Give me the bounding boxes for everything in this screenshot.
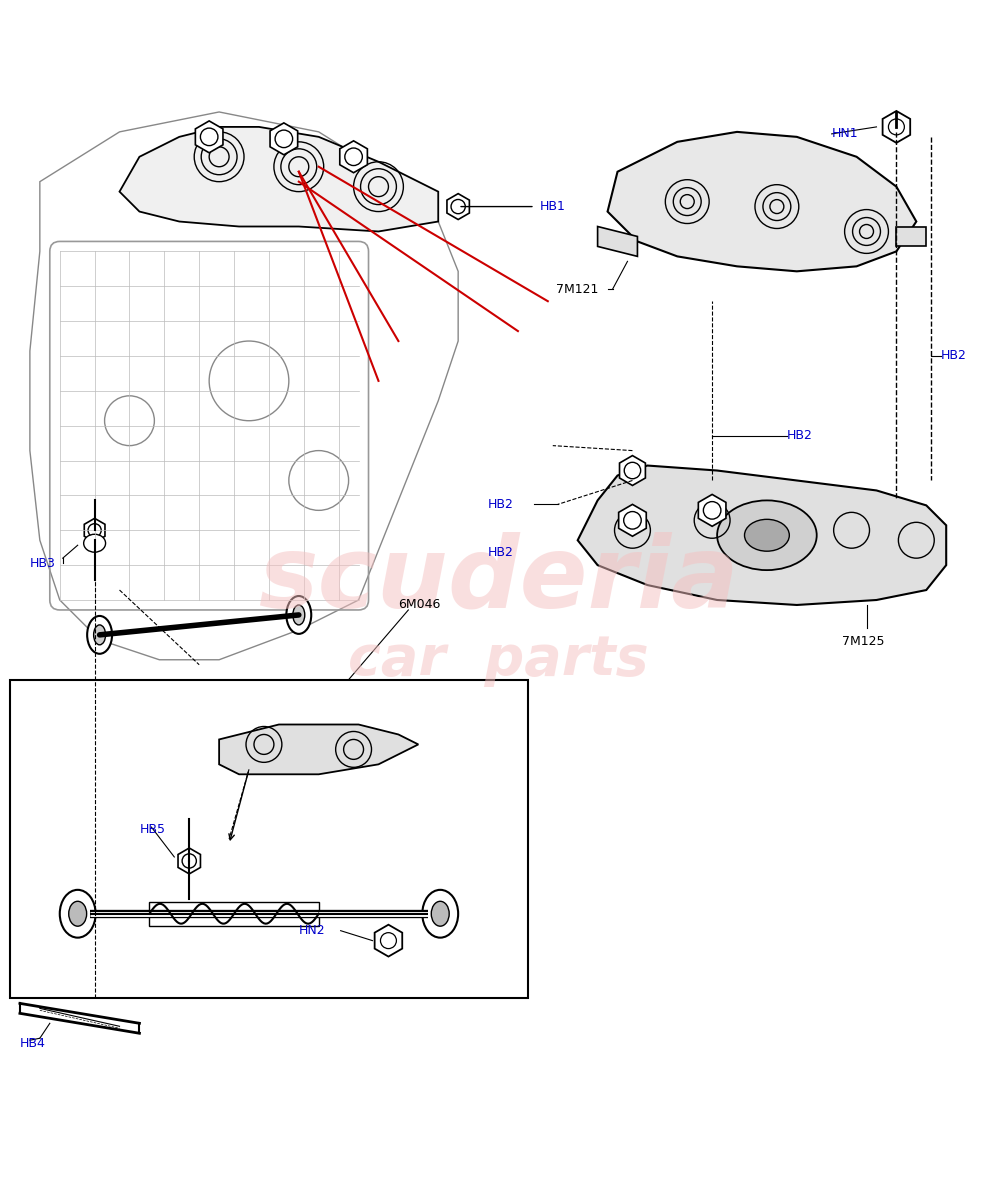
Polygon shape <box>620 456 645 486</box>
Text: HB3: HB3 <box>30 557 56 570</box>
Polygon shape <box>896 227 926 246</box>
Text: 7M121: 7M121 <box>556 283 599 295</box>
Circle shape <box>703 502 721 520</box>
Ellipse shape <box>94 625 106 644</box>
Ellipse shape <box>287 596 311 634</box>
Ellipse shape <box>60 890 96 937</box>
Polygon shape <box>698 494 726 527</box>
Ellipse shape <box>88 616 113 654</box>
Polygon shape <box>219 725 418 774</box>
Polygon shape <box>447 193 469 220</box>
Polygon shape <box>608 132 916 271</box>
Ellipse shape <box>69 901 87 926</box>
Polygon shape <box>178 848 200 874</box>
Polygon shape <box>85 518 105 542</box>
Circle shape <box>88 523 102 536</box>
Text: HB2: HB2 <box>488 498 514 511</box>
Text: HB2: HB2 <box>941 349 967 362</box>
Text: HN1: HN1 <box>832 127 859 140</box>
Circle shape <box>623 511 641 529</box>
Text: HB1: HB1 <box>540 200 566 214</box>
Polygon shape <box>882 110 910 143</box>
Text: HB2: HB2 <box>787 430 813 442</box>
Circle shape <box>275 130 293 148</box>
Polygon shape <box>578 466 946 605</box>
Text: HB2: HB2 <box>488 546 514 559</box>
Ellipse shape <box>422 890 458 937</box>
Polygon shape <box>619 504 646 536</box>
Text: HB5: HB5 <box>139 822 165 835</box>
Bar <box>149 901 319 925</box>
Ellipse shape <box>717 500 817 570</box>
Polygon shape <box>195 121 223 152</box>
Polygon shape <box>270 122 298 155</box>
Circle shape <box>345 148 363 166</box>
Text: 7M125: 7M125 <box>842 635 884 648</box>
Circle shape <box>200 128 218 145</box>
Text: HB4: HB4 <box>20 1037 46 1050</box>
Ellipse shape <box>293 605 305 625</box>
Bar <box>10 679 528 998</box>
Polygon shape <box>374 925 402 956</box>
Polygon shape <box>340 140 368 173</box>
Polygon shape <box>598 227 637 257</box>
Ellipse shape <box>745 520 789 551</box>
Ellipse shape <box>431 901 449 926</box>
Text: 6M046: 6M046 <box>398 599 441 612</box>
Text: HN2: HN2 <box>299 924 326 937</box>
Circle shape <box>182 854 196 868</box>
Circle shape <box>624 462 640 479</box>
Text: scuderia: scuderia <box>258 532 738 629</box>
Text: car  parts: car parts <box>348 632 648 686</box>
Polygon shape <box>120 127 438 232</box>
Ellipse shape <box>84 534 106 552</box>
Circle shape <box>451 199 465 214</box>
